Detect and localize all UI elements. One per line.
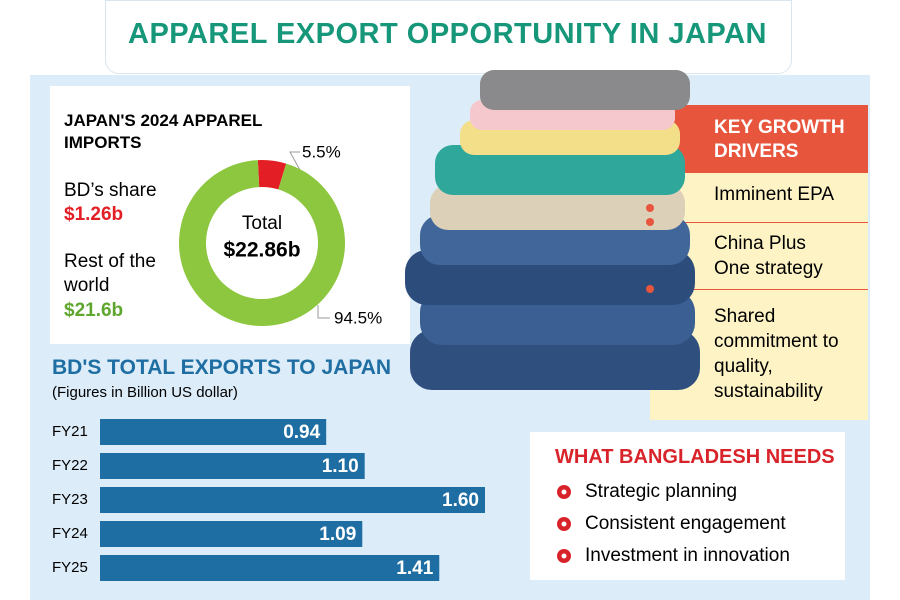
legend-label: BD’s share bbox=[64, 180, 157, 201]
amount-label: $1.26b bbox=[64, 204, 124, 225]
value-label: 94.5% bbox=[334, 308, 382, 327]
bullets bbox=[557, 485, 571, 563]
legend-label: Rest of the world bbox=[64, 251, 156, 296]
bar-title: BD'S TOTAL EXPORTS TO JAPAN bbox=[52, 356, 392, 379]
needs-box bbox=[530, 432, 845, 580]
donut-segment bbox=[179, 160, 345, 326]
title-box bbox=[105, 0, 792, 74]
value-label: 1.09 bbox=[319, 524, 356, 545]
value-label: 5.5% bbox=[302, 142, 341, 161]
bar bbox=[100, 487, 485, 513]
donut-segment bbox=[257, 160, 287, 190]
value-label: 1.60 bbox=[442, 490, 479, 511]
value-label: 1.10 bbox=[322, 456, 359, 477]
bar bbox=[100, 521, 363, 547]
need-item: Consistent engagement bbox=[585, 513, 786, 534]
value-label: 0.94 bbox=[283, 422, 320, 443]
need-item: Investment in innovation bbox=[585, 545, 790, 566]
y-tick-label: FY24 bbox=[52, 525, 88, 542]
bar-subtitle: (Figures in Billion US dollar) bbox=[52, 384, 238, 401]
amount-label: $21.6b bbox=[64, 300, 124, 321]
bar bbox=[100, 555, 440, 581]
center-label: Total bbox=[242, 213, 282, 234]
divider bbox=[650, 222, 868, 223]
center-value: $22.86b bbox=[223, 239, 300, 262]
driver-item: China Plus One strategy bbox=[714, 233, 823, 279]
y-tick-label: FY23 bbox=[52, 491, 88, 508]
leader-line bbox=[317, 305, 330, 319]
donut-title: JAPAN'S 2024 APPAREL IMPORTS bbox=[64, 111, 263, 152]
page-title: APPAREL EXPORT OPPORTUNITY IN JAPAN bbox=[128, 18, 767, 50]
y-tick-label: FY21 bbox=[52, 423, 88, 440]
divider bbox=[650, 289, 868, 290]
bar bbox=[100, 419, 327, 445]
drivers-header bbox=[650, 105, 868, 173]
clothes-illustration bbox=[405, 70, 700, 390]
bar bbox=[100, 453, 365, 479]
need-item: Strategic planning bbox=[585, 481, 738, 502]
driver-item: Shared commitment to quality, sustainabi… bbox=[714, 306, 839, 402]
driver-item: Imminent EPA bbox=[714, 184, 835, 205]
y-tick-label: FY22 bbox=[52, 457, 88, 474]
y-tick-label: FY25 bbox=[52, 559, 88, 576]
value-label: 1.41 bbox=[396, 558, 433, 579]
needs-title: WHAT BANGLADESH NEEDS bbox=[555, 446, 835, 468]
drivers-title: KEY GROWTH DRIVERS bbox=[714, 117, 845, 162]
leader-line bbox=[289, 151, 301, 171]
